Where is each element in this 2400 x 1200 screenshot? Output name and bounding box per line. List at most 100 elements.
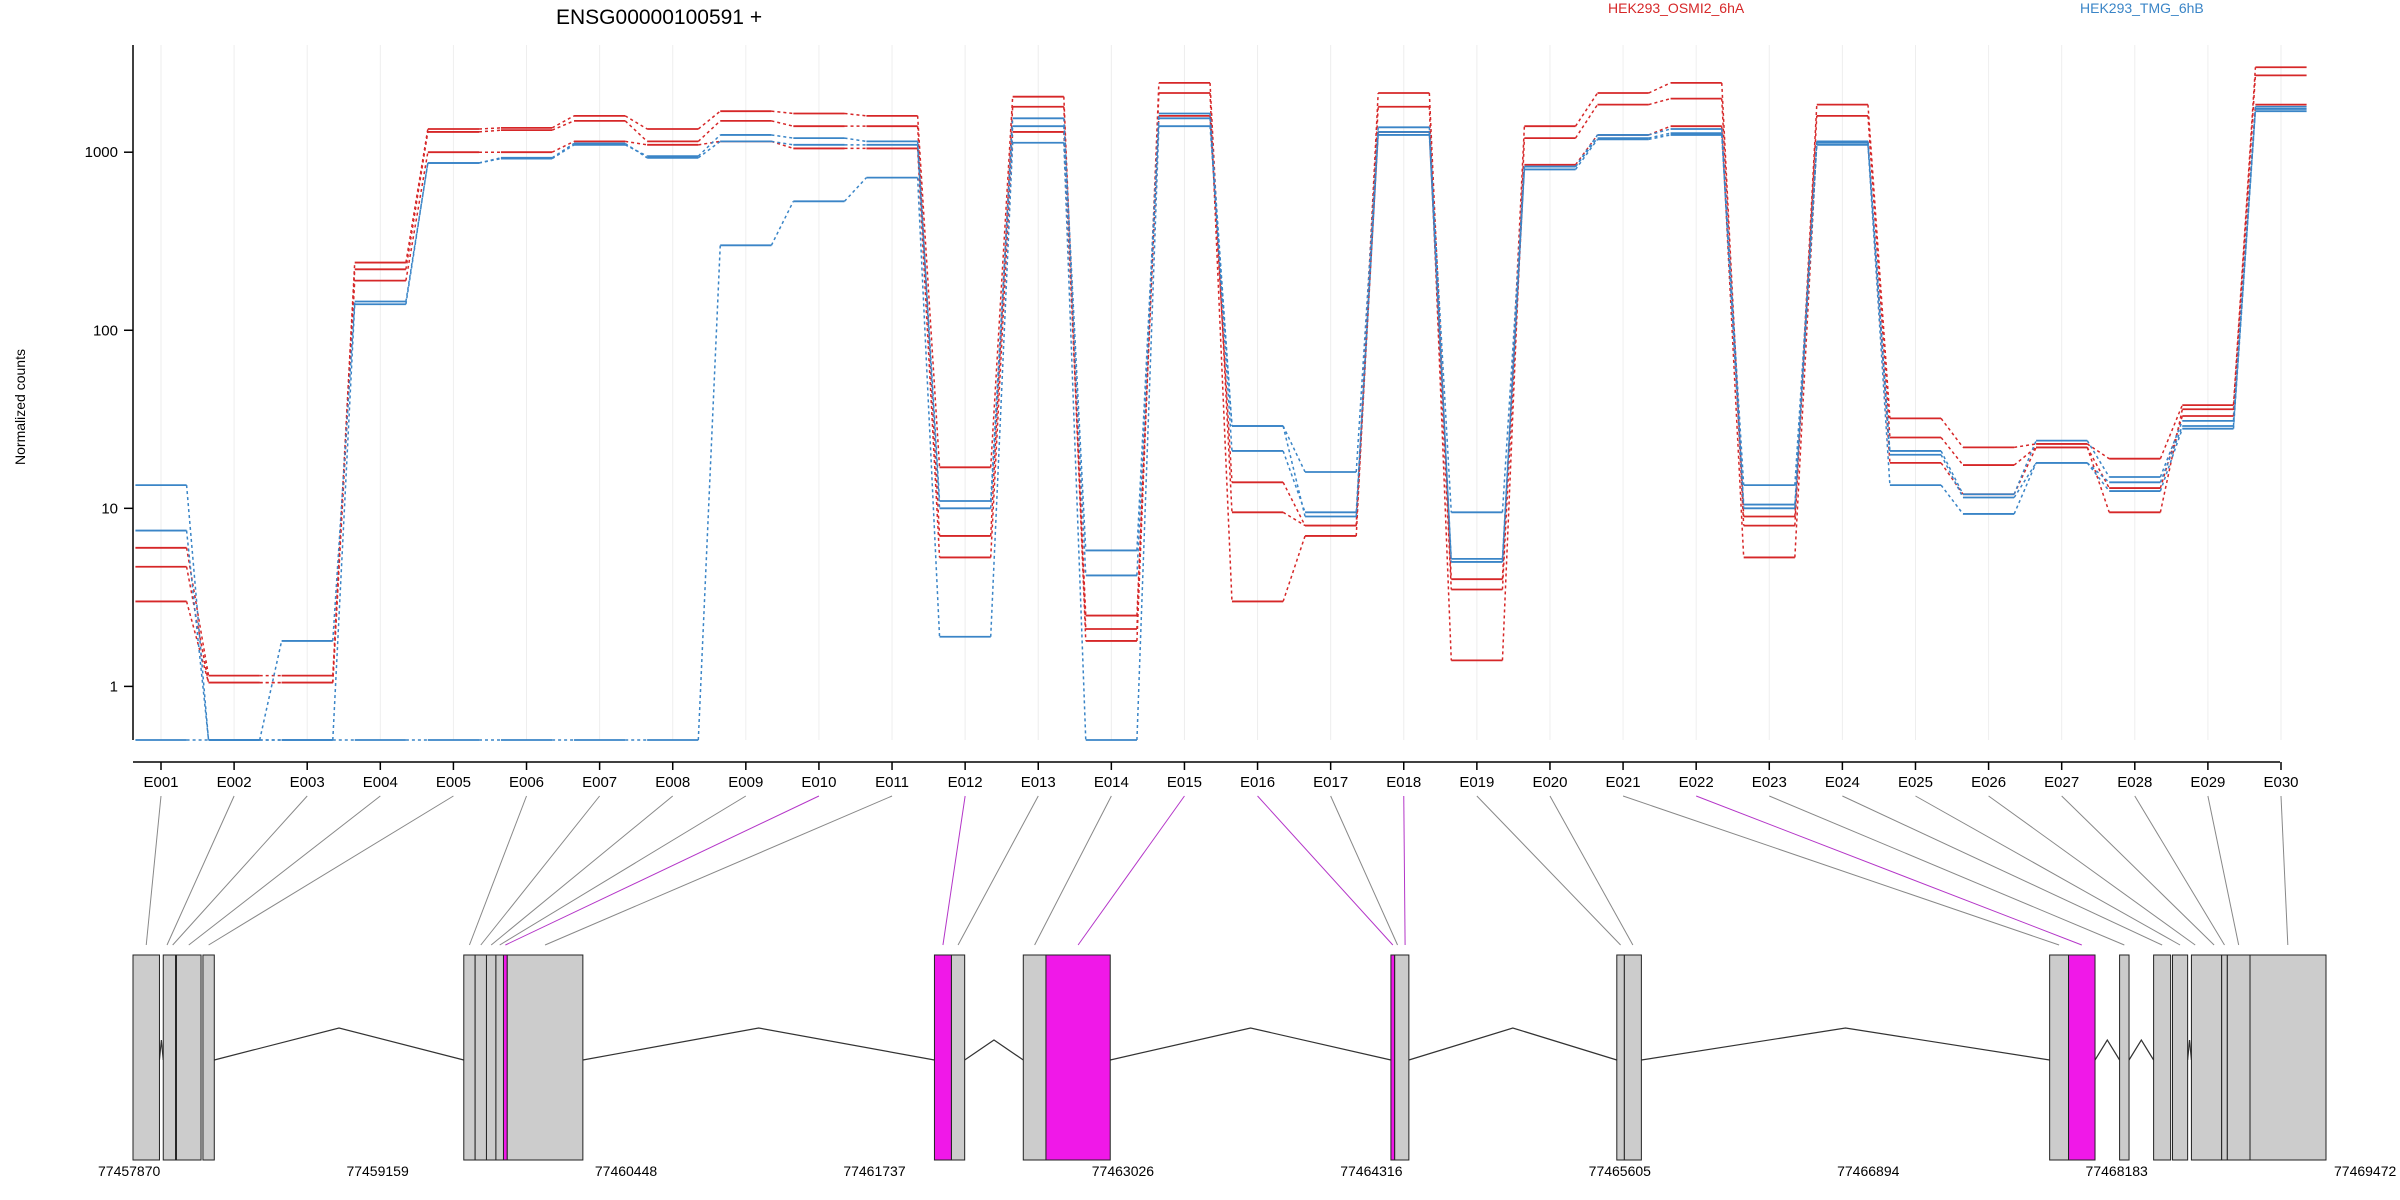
series-transition xyxy=(2013,440,2037,495)
series-transition xyxy=(2086,462,2110,492)
series-transition xyxy=(2013,446,2037,466)
series-transition xyxy=(405,131,429,270)
grid-lines xyxy=(160,45,2282,740)
y-ticks: 1 10 100 1000 xyxy=(85,144,133,695)
exon-block xyxy=(950,954,966,1161)
series-transition xyxy=(551,115,575,129)
series-transition xyxy=(2013,462,2037,498)
series-transition xyxy=(2159,420,2184,478)
series-transition xyxy=(185,547,210,676)
series-transition xyxy=(1940,454,1964,498)
exon-block xyxy=(2249,954,2327,1161)
series-transition xyxy=(1794,142,1818,505)
series-2 xyxy=(135,74,2307,684)
series-transition xyxy=(916,115,941,468)
legend-label-osmi2: HEK293_OSMI2_6hA xyxy=(1608,0,1745,16)
series-transition xyxy=(1282,535,1306,602)
series-1 xyxy=(135,66,2307,677)
series-transition xyxy=(2159,415,2184,489)
series-transition xyxy=(770,200,795,246)
x-tick-label: E029 xyxy=(2190,774,2225,791)
exon-block-highlighted xyxy=(1045,954,1111,1161)
series-transition xyxy=(258,640,283,741)
series-transition xyxy=(697,110,721,130)
x-tick-label: E012 xyxy=(948,774,983,791)
coordinate-label: 77464316 xyxy=(1340,1163,1403,1179)
intron-connector xyxy=(1641,1027,2050,1061)
series-transition xyxy=(1648,132,1671,139)
series-transition xyxy=(1063,118,1087,551)
legend-label-tmg: HEK293_TMG_6hB xyxy=(2080,0,2204,16)
x-tick-label: E028 xyxy=(2117,774,2152,791)
bin-link xyxy=(166,795,235,946)
series-transition xyxy=(1940,462,1964,495)
bin-link xyxy=(1769,795,2125,946)
coordinate-label: 77457870 xyxy=(98,1163,161,1179)
series-transition xyxy=(551,144,575,160)
bin-link xyxy=(1403,795,1406,946)
series-transition xyxy=(332,262,356,676)
intron-connector xyxy=(214,1027,464,1061)
series-transition xyxy=(1867,115,1891,438)
exon-block xyxy=(2190,954,2223,1161)
series-transition xyxy=(697,134,721,157)
exon-block xyxy=(1623,954,1642,1161)
series-transition xyxy=(332,301,356,641)
exon-block xyxy=(2221,954,2228,1161)
series-transition xyxy=(698,140,721,146)
series-transition xyxy=(1648,97,1671,106)
y-tick-label: 10 xyxy=(101,500,118,517)
x-tick-label: E018 xyxy=(1386,774,1421,791)
series-transition xyxy=(1355,127,1379,473)
series-transition xyxy=(771,140,794,150)
series-transition xyxy=(1794,144,1818,509)
y-axis-label: Normalized counts xyxy=(12,349,28,465)
exon-block xyxy=(506,954,584,1161)
bin-link xyxy=(505,795,820,946)
series-transition xyxy=(2159,428,2184,492)
series-transition xyxy=(1428,127,1453,513)
bin-link xyxy=(499,795,747,946)
coordinate-label: 77463026 xyxy=(1092,1163,1155,1179)
exon-block xyxy=(474,954,487,1161)
x-tick-label: E026 xyxy=(1971,774,2006,791)
series-transition xyxy=(1648,128,1671,136)
bin-link xyxy=(1330,795,1398,946)
x-tick-label: E008 xyxy=(655,774,690,791)
coordinate-label: 77469472 xyxy=(2334,1163,2397,1179)
x-tick-label: E014 xyxy=(1094,774,1129,791)
series-transition xyxy=(1282,425,1306,473)
series-lines xyxy=(135,66,2307,741)
series-transition xyxy=(1282,481,1306,526)
bin-link xyxy=(468,795,527,946)
x-tick-label: E006 xyxy=(509,774,544,791)
series-transition xyxy=(185,530,210,741)
coordinate-label: 77468183 xyxy=(2086,1163,2149,1179)
coordinate-label: 77461737 xyxy=(843,1163,906,1179)
series-transition xyxy=(771,110,794,115)
series-transition xyxy=(2232,111,2257,429)
series-transition xyxy=(1428,131,1453,559)
series-transition xyxy=(332,280,356,683)
exon-block xyxy=(162,954,177,1161)
exon-block-highlighted xyxy=(502,954,508,1161)
bin-link xyxy=(172,795,308,946)
series-transition xyxy=(1574,137,1599,168)
intron-connector xyxy=(2128,1038,2155,1061)
series-transition xyxy=(2159,404,2184,459)
series-transition xyxy=(1574,92,1599,127)
series-3 xyxy=(135,103,2307,684)
bin-link xyxy=(1842,795,2163,946)
x-tick-label: E004 xyxy=(363,774,398,791)
series-transition xyxy=(771,140,794,146)
series-transition xyxy=(1648,125,1671,136)
series-transition xyxy=(1136,126,1160,741)
bin-link xyxy=(1549,795,1634,946)
exon-block-highlighted xyxy=(933,954,952,1161)
bin-link xyxy=(957,795,1039,946)
series-5 xyxy=(135,108,2307,741)
exon-block xyxy=(132,954,160,1161)
series-transition xyxy=(1136,118,1160,576)
exon-block xyxy=(202,954,215,1161)
bin-link xyxy=(1622,795,2060,946)
